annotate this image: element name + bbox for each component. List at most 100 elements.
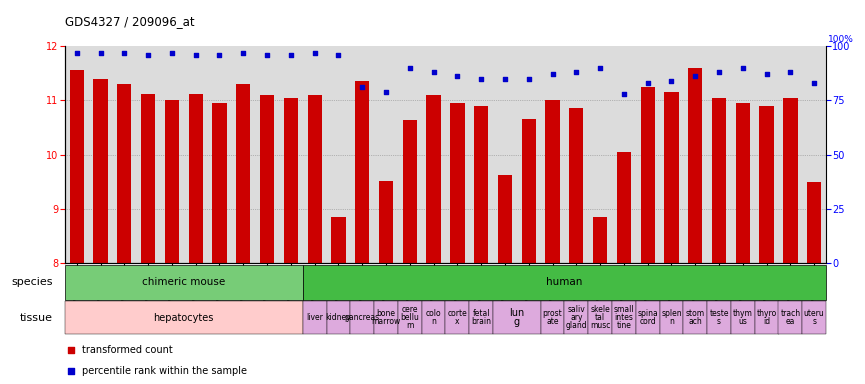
Bar bbox=[660, 301, 683, 334]
Point bbox=[284, 52, 298, 58]
Bar bbox=[712, 98, 727, 263]
Bar bbox=[807, 182, 822, 263]
Point bbox=[689, 73, 702, 79]
Bar bbox=[759, 106, 774, 263]
Bar bbox=[398, 301, 422, 334]
Text: thym
us: thym us bbox=[733, 309, 753, 326]
Bar bbox=[260, 95, 274, 263]
Bar bbox=[303, 265, 826, 300]
Bar bbox=[426, 95, 440, 263]
Bar bbox=[65, 301, 303, 334]
Text: fetal
brain: fetal brain bbox=[471, 309, 491, 326]
Text: saliv
ary
gland: saliv ary gland bbox=[566, 305, 587, 330]
Text: chimeric mouse: chimeric mouse bbox=[142, 277, 226, 287]
Text: pancreas: pancreas bbox=[344, 313, 380, 322]
Bar bbox=[731, 301, 754, 334]
Text: tissue: tissue bbox=[20, 313, 53, 323]
Point bbox=[118, 50, 131, 56]
Text: thyro
id: thyro id bbox=[757, 309, 777, 326]
Text: 100%: 100% bbox=[828, 35, 854, 44]
Point bbox=[64, 347, 78, 353]
Text: liver: liver bbox=[306, 313, 324, 322]
Text: hepatocytes: hepatocytes bbox=[154, 313, 214, 323]
Bar bbox=[213, 103, 227, 263]
Point bbox=[736, 65, 750, 71]
Text: species: species bbox=[11, 277, 53, 287]
Point bbox=[93, 50, 107, 56]
Point bbox=[331, 52, 345, 58]
Bar bbox=[474, 106, 489, 263]
Bar bbox=[403, 121, 417, 263]
Bar bbox=[754, 301, 778, 334]
Point bbox=[64, 368, 78, 374]
Bar bbox=[522, 119, 536, 263]
Point bbox=[617, 91, 631, 97]
Point bbox=[165, 50, 179, 56]
Point bbox=[546, 71, 560, 77]
Bar bbox=[356, 81, 369, 263]
Text: small
intes
tine: small intes tine bbox=[613, 305, 634, 330]
Bar bbox=[445, 301, 469, 334]
Text: stom
ach: stom ach bbox=[686, 309, 705, 326]
Text: trach
ea: trach ea bbox=[780, 309, 800, 326]
Point bbox=[498, 76, 512, 82]
Text: prost
ate: prost ate bbox=[542, 309, 562, 326]
Bar bbox=[165, 100, 179, 263]
Bar bbox=[93, 79, 108, 263]
Text: cere
bellu
m: cere bellu m bbox=[400, 305, 420, 330]
Point bbox=[70, 50, 84, 56]
Point bbox=[451, 73, 465, 79]
Bar bbox=[118, 84, 131, 263]
Text: skele
tal
musc: skele tal musc bbox=[590, 305, 611, 330]
Text: spina
cord: spina cord bbox=[638, 309, 658, 326]
Bar bbox=[65, 265, 303, 300]
Text: percentile rank within the sample: percentile rank within the sample bbox=[82, 366, 247, 376]
Point bbox=[641, 80, 655, 86]
Bar bbox=[640, 87, 655, 263]
Bar bbox=[374, 301, 398, 334]
Text: colo
n: colo n bbox=[426, 309, 441, 326]
Point bbox=[308, 50, 322, 56]
Bar bbox=[546, 100, 560, 263]
Bar bbox=[593, 217, 607, 263]
Point bbox=[593, 65, 607, 71]
Text: GDS4327 / 209096_at: GDS4327 / 209096_at bbox=[65, 15, 195, 28]
Bar bbox=[493, 301, 541, 334]
Bar bbox=[636, 301, 660, 334]
Bar bbox=[803, 301, 826, 334]
Point bbox=[759, 71, 773, 77]
Bar bbox=[451, 103, 465, 263]
Bar bbox=[588, 301, 612, 334]
Bar bbox=[379, 180, 393, 263]
Bar bbox=[284, 98, 298, 263]
Point bbox=[379, 89, 393, 95]
Point bbox=[807, 80, 821, 86]
Point bbox=[403, 65, 417, 71]
Point bbox=[260, 52, 274, 58]
Bar bbox=[189, 94, 202, 263]
Point bbox=[189, 52, 202, 58]
Bar bbox=[331, 217, 346, 263]
Bar bbox=[498, 175, 512, 263]
Text: corte
x: corte x bbox=[447, 309, 467, 326]
Bar bbox=[569, 108, 584, 263]
Bar bbox=[141, 94, 156, 263]
Text: bone
marrow: bone marrow bbox=[371, 309, 400, 326]
Point bbox=[522, 76, 535, 82]
Bar bbox=[683, 301, 708, 334]
Point bbox=[474, 76, 488, 82]
Bar bbox=[70, 71, 84, 263]
Text: kidney: kidney bbox=[325, 313, 351, 322]
Point bbox=[426, 69, 440, 75]
Bar bbox=[612, 301, 636, 334]
Bar bbox=[664, 92, 678, 263]
Bar bbox=[327, 301, 350, 334]
Bar bbox=[303, 301, 327, 334]
Point bbox=[356, 84, 369, 90]
Point bbox=[664, 78, 678, 84]
Point bbox=[784, 69, 798, 75]
Point bbox=[213, 52, 227, 58]
Text: uteru
s: uteru s bbox=[804, 309, 824, 326]
Bar bbox=[784, 98, 798, 263]
Bar bbox=[689, 68, 702, 263]
